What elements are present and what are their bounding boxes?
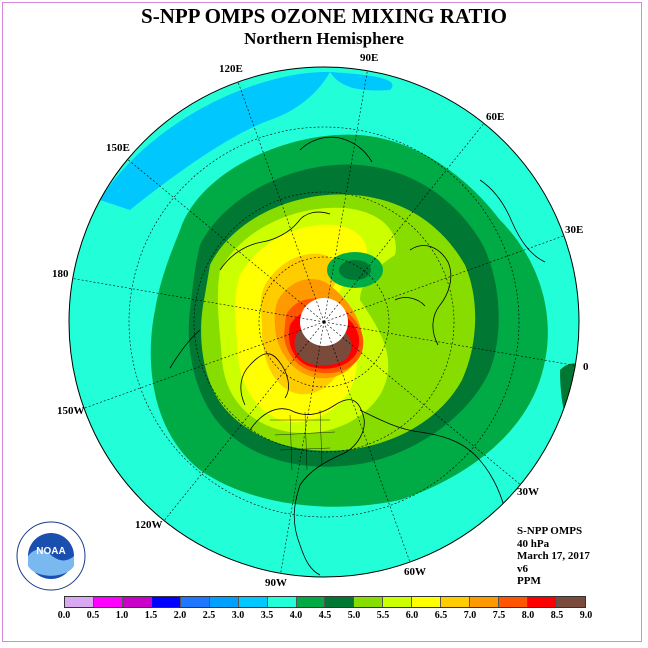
- lon-label-60e: 60E: [486, 111, 505, 123]
- colorbar-segment: [238, 597, 268, 607]
- colorbar-tick-label: 9.0: [579, 610, 593, 621]
- map-subtitle: Northern Hemisphere: [244, 29, 404, 48]
- colorbar-segment: [325, 597, 355, 607]
- colorbar-tick-label: 4.5: [318, 610, 332, 621]
- info-level: 40 hPa: [517, 537, 550, 550]
- colorbar-segment: [151, 597, 181, 607]
- colorbar-segment: [267, 597, 297, 607]
- colorbar-segment: [556, 597, 585, 607]
- lon-label-60w: 60W: [404, 566, 426, 578]
- colorbar-tick-label: 0.0: [57, 610, 71, 621]
- lon-label-150w: 150W: [57, 405, 85, 417]
- lon-label-120e: 120E: [219, 63, 243, 75]
- figure-frame: [2, 2, 642, 642]
- colorbar-tick-label: 1.5: [144, 610, 158, 621]
- colorbar-segment: [354, 597, 384, 607]
- state-boundaries: [270, 409, 336, 471]
- colorbar-tick-label: 5.5: [376, 610, 390, 621]
- ozone-band-3-5: [100, 71, 330, 210]
- colorbar-segment: [441, 597, 471, 607]
- info-units: PPM: [517, 575, 541, 587]
- info-date: March 17, 2017: [517, 550, 590, 562]
- noaa-logo-text: NOAA: [36, 546, 65, 557]
- colorbar-tick-label: 6.5: [434, 610, 448, 621]
- lon-label-0: 0: [583, 361, 589, 373]
- lon-label-180: 180: [52, 268, 69, 280]
- colorbar-tick-label: 7.5: [492, 610, 506, 621]
- colorbar-segment: [209, 597, 239, 607]
- colorbar-tick-label: 4.0: [289, 610, 303, 621]
- map-title: S-NPP OMPS OZONE MIXING RATIO: [141, 4, 507, 28]
- colorbar-tick-label: 7.0: [463, 610, 477, 621]
- colorbar-segment: [296, 597, 326, 607]
- lon-label-90e: 90E: [360, 52, 379, 64]
- colorbar-tick-label: 2.0: [173, 610, 187, 621]
- colorbar-segment: [122, 597, 152, 607]
- colorbar-segment: [470, 597, 500, 607]
- colorbar-segment: [383, 597, 413, 607]
- colorbar-segment: [499, 597, 528, 607]
- lon-label-30w: 30W: [517, 486, 539, 498]
- colorbar: [64, 596, 586, 608]
- colorbar-segment: [412, 597, 442, 607]
- noaa-logo: NOAA: [16, 521, 86, 591]
- graticule: [69, 67, 579, 577]
- lon-label-120w: 120W: [135, 519, 163, 531]
- colorbar-tick-label: 3.5: [260, 610, 274, 621]
- info-version: v6: [517, 562, 528, 575]
- lon-label-90w: 90W: [265, 577, 287, 589]
- colorbar-tick-label: 0.5: [86, 610, 100, 621]
- colorbar-tick-label: 8.0: [521, 610, 535, 621]
- colorbar-tick-label: 6.0: [405, 610, 419, 621]
- info-instrument: S-NPP OMPS: [517, 525, 583, 537]
- colorbar-segment: [528, 597, 557, 607]
- lon-label-30e: 30E: [565, 224, 584, 236]
- colorbar-tick-label: 3.0: [231, 610, 245, 621]
- colorbar-tick-label: 5.0: [347, 610, 361, 621]
- colorbar-tick-label: 2.5: [202, 610, 216, 621]
- colorbar-segment: [93, 597, 123, 607]
- map-boundary: [68, 66, 580, 578]
- product-info: S-NPP OMPS 40 hPa March 17, 2017 v6 PPM: [517, 525, 590, 588]
- colorbar-segment: [180, 597, 210, 607]
- lon-label-150e: 150E: [106, 142, 130, 154]
- colorbar-tick-label: 8.5: [550, 610, 564, 621]
- colorbar-segment: [65, 597, 94, 607]
- coastlines: [169, 136, 546, 576]
- colorbar-tick-label: 1.0: [115, 610, 129, 621]
